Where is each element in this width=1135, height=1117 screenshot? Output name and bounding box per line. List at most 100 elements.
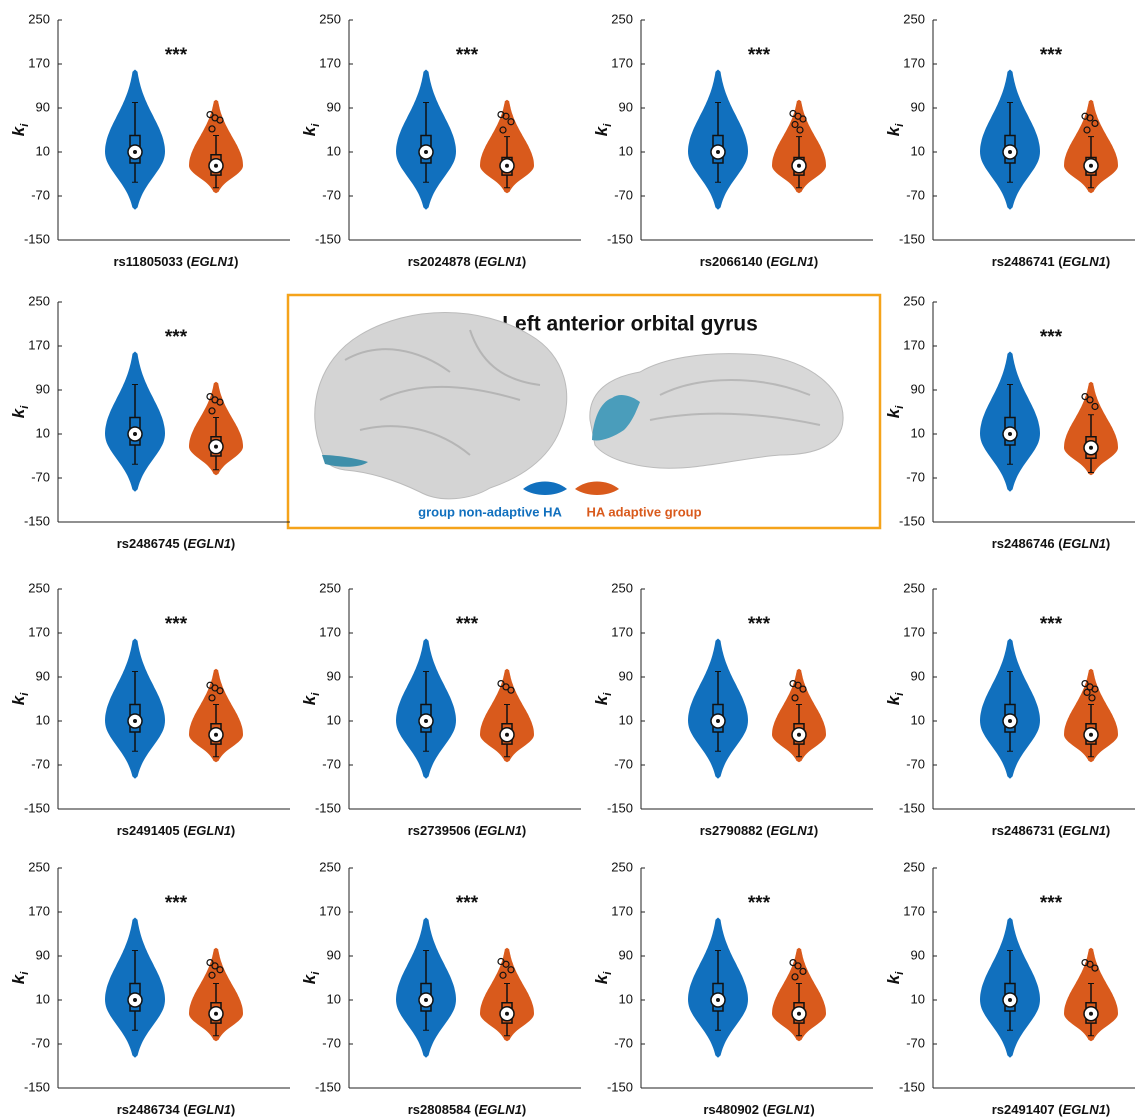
x-label-part: EGLN1 <box>771 823 814 838</box>
median-dot <box>133 432 137 436</box>
x-axis-label: rs2486741 (EGLN1) <box>992 254 1111 269</box>
y-axis-label: ki <box>592 692 613 705</box>
brain-lateral <box>315 313 567 499</box>
median-dot <box>424 150 428 154</box>
median-dot <box>1008 719 1012 723</box>
y-tick-label: -70 <box>31 469 50 484</box>
y-tick-label: -70 <box>322 1035 341 1050</box>
median-dot <box>1008 998 1012 1002</box>
y-tick-label: 170 <box>903 55 925 70</box>
x-label-part: ) <box>1106 254 1110 269</box>
y-tick-label: 90 <box>36 381 50 396</box>
y-tick-label: 10 <box>911 712 925 727</box>
x-label-part: rs2486734 ( <box>117 1102 189 1117</box>
x-label-part: ) <box>234 254 238 269</box>
y-tick-label: -70 <box>31 1035 50 1050</box>
y-tick-label: -150 <box>899 231 925 246</box>
brain-medial <box>590 354 843 469</box>
significance: *** <box>165 614 188 635</box>
x-axis-label: rs2486746 (EGLN1) <box>992 536 1111 551</box>
x-label-part: EGLN1 <box>479 254 522 269</box>
y-tick-label: 250 <box>319 580 341 595</box>
y-tick-label: 10 <box>619 143 633 158</box>
y-tick-label: 10 <box>911 425 925 440</box>
median-dot <box>797 733 801 737</box>
x-label-part: EGLN1 <box>479 1102 522 1117</box>
x-label-part: ) <box>522 823 526 838</box>
y-tick-label: -70 <box>322 756 341 771</box>
y-tick-label: -150 <box>315 800 341 815</box>
violin-chart: -150-701090170250ki***rs2486741 (EGLN1) <box>884 11 1135 269</box>
median-dot <box>1089 733 1093 737</box>
y-tick-label: 170 <box>319 624 341 639</box>
violin-chart: -150-701090170250ki***rs11805033 (EGLN1) <box>9 11 290 269</box>
x-axis-label: rs480902 (EGLN1) <box>703 1102 814 1117</box>
y-tick-label: 10 <box>327 143 341 158</box>
y-tick-label: 250 <box>903 859 925 874</box>
y-tick-label: 170 <box>903 337 925 352</box>
x-label-part: EGLN1 <box>767 1102 810 1117</box>
median-dot <box>505 164 509 168</box>
median-dot <box>716 150 720 154</box>
x-label-part: ) <box>522 1102 526 1117</box>
y-label-sub: i <box>894 971 906 975</box>
x-label-part: EGLN1 <box>1063 1102 1106 1117</box>
x-axis-label: rs2066140 (EGLN1) <box>700 254 819 269</box>
y-tick-label: 90 <box>36 947 50 962</box>
y-axis-label: ki <box>884 971 905 984</box>
y-axis-label: ki <box>9 971 30 984</box>
y-tick-label: -150 <box>607 800 633 815</box>
y-tick-label: 250 <box>611 580 633 595</box>
significance: *** <box>1040 614 1063 635</box>
x-label-part: rs2486746 ( <box>992 536 1064 551</box>
y-tick-label: 90 <box>911 381 925 396</box>
y-tick-label: 10 <box>36 991 50 1006</box>
y-axis-label: ki <box>592 971 613 984</box>
x-label-part: ) <box>810 1102 814 1117</box>
y-tick-label: 170 <box>28 624 50 639</box>
x-axis-label: rs11805033 (EGLN1) <box>113 254 238 269</box>
x-axis-label: rs2808584 (EGLN1) <box>408 1102 527 1117</box>
y-tick-label: 250 <box>28 859 50 874</box>
y-tick-label: 250 <box>28 293 50 308</box>
y-label-sub: i <box>310 971 322 975</box>
y-tick-label: 170 <box>319 55 341 70</box>
center-panel-title: Left anterior orbital gyrus <box>502 313 758 336</box>
y-tick-label: -150 <box>899 513 925 528</box>
y-tick-label: -150 <box>607 231 633 246</box>
x-label-part: EGLN1 <box>1063 536 1106 551</box>
y-tick-label: 10 <box>36 143 50 158</box>
y-label-sub: i <box>894 405 906 409</box>
y-tick-label: -70 <box>906 187 925 202</box>
violin-chart: -150-701090170250ki***rs2790882 (EGLN1) <box>592 580 873 838</box>
median-dot <box>424 719 428 723</box>
x-label-part: ) <box>814 823 818 838</box>
significance: *** <box>748 45 771 66</box>
x-label-part: rs2491407 ( <box>992 1102 1064 1117</box>
significance: *** <box>165 893 188 914</box>
x-label-part: ) <box>1106 823 1110 838</box>
x-label-part: rs2486745 ( <box>117 536 189 551</box>
y-tick-label: 90 <box>619 947 633 962</box>
y-label-sub: i <box>19 971 31 975</box>
x-label-part: EGLN1 <box>1063 823 1106 838</box>
y-axis-label: ki <box>9 123 30 136</box>
x-label-part: rs2739506 ( <box>408 823 480 838</box>
significance: *** <box>1040 327 1063 348</box>
x-label-part: ) <box>1106 1102 1110 1117</box>
x-axis-label: rs2024878 (EGLN1) <box>408 254 527 269</box>
x-axis-label: rs2491405 (EGLN1) <box>117 823 236 838</box>
y-tick-label: 90 <box>36 668 50 683</box>
x-label-part: ) <box>231 823 235 838</box>
y-tick-label: 250 <box>319 859 341 874</box>
x-axis-label: rs2486734 (EGLN1) <box>117 1102 236 1117</box>
violin-chart: -150-701090170250ki***rs480902 (EGLN1) <box>592 859 873 1117</box>
y-tick-label: 170 <box>611 55 633 70</box>
x-axis-label: rs2790882 (EGLN1) <box>700 823 819 838</box>
y-tick-label: -150 <box>899 800 925 815</box>
y-axis-label: ki <box>884 123 905 136</box>
